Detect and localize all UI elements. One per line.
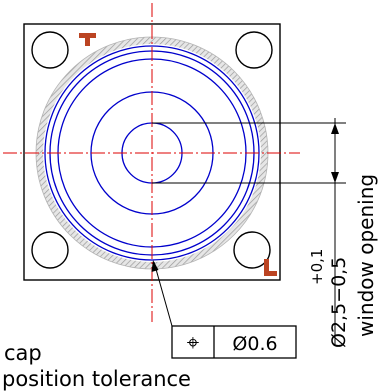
position-tolerance-label: position tolerance bbox=[2, 367, 191, 391]
tolerance-value: Ø0.6 bbox=[232, 333, 277, 355]
cap-label: cap bbox=[4, 341, 42, 365]
corner-hole-top-right bbox=[235, 31, 273, 69]
dimension-arrow-bottom bbox=[331, 172, 339, 183]
tolerance-upper-deviation: +0,1 bbox=[308, 249, 326, 285]
tolerance-leader-arrow bbox=[151, 260, 159, 272]
corner-hole-top-left bbox=[31, 31, 69, 69]
bottom-L-marker-icon bbox=[264, 259, 277, 276]
top-T-marker-icon bbox=[79, 33, 96, 46]
window-opening-label: window opening bbox=[354, 174, 378, 337]
window-dimension-value: Ø2,5−0,5 bbox=[328, 257, 350, 348]
tolerance-leader bbox=[153, 261, 173, 327]
tolerance-frame bbox=[171, 325, 297, 359]
dimension-arrow-top bbox=[331, 123, 339, 134]
corner-hole-bottom-left bbox=[31, 231, 69, 269]
corner-hole-bottom-right bbox=[233, 231, 271, 269]
position-tolerance-symbol: ⌖ bbox=[187, 331, 199, 356]
gasket-ring bbox=[36, 37, 268, 269]
